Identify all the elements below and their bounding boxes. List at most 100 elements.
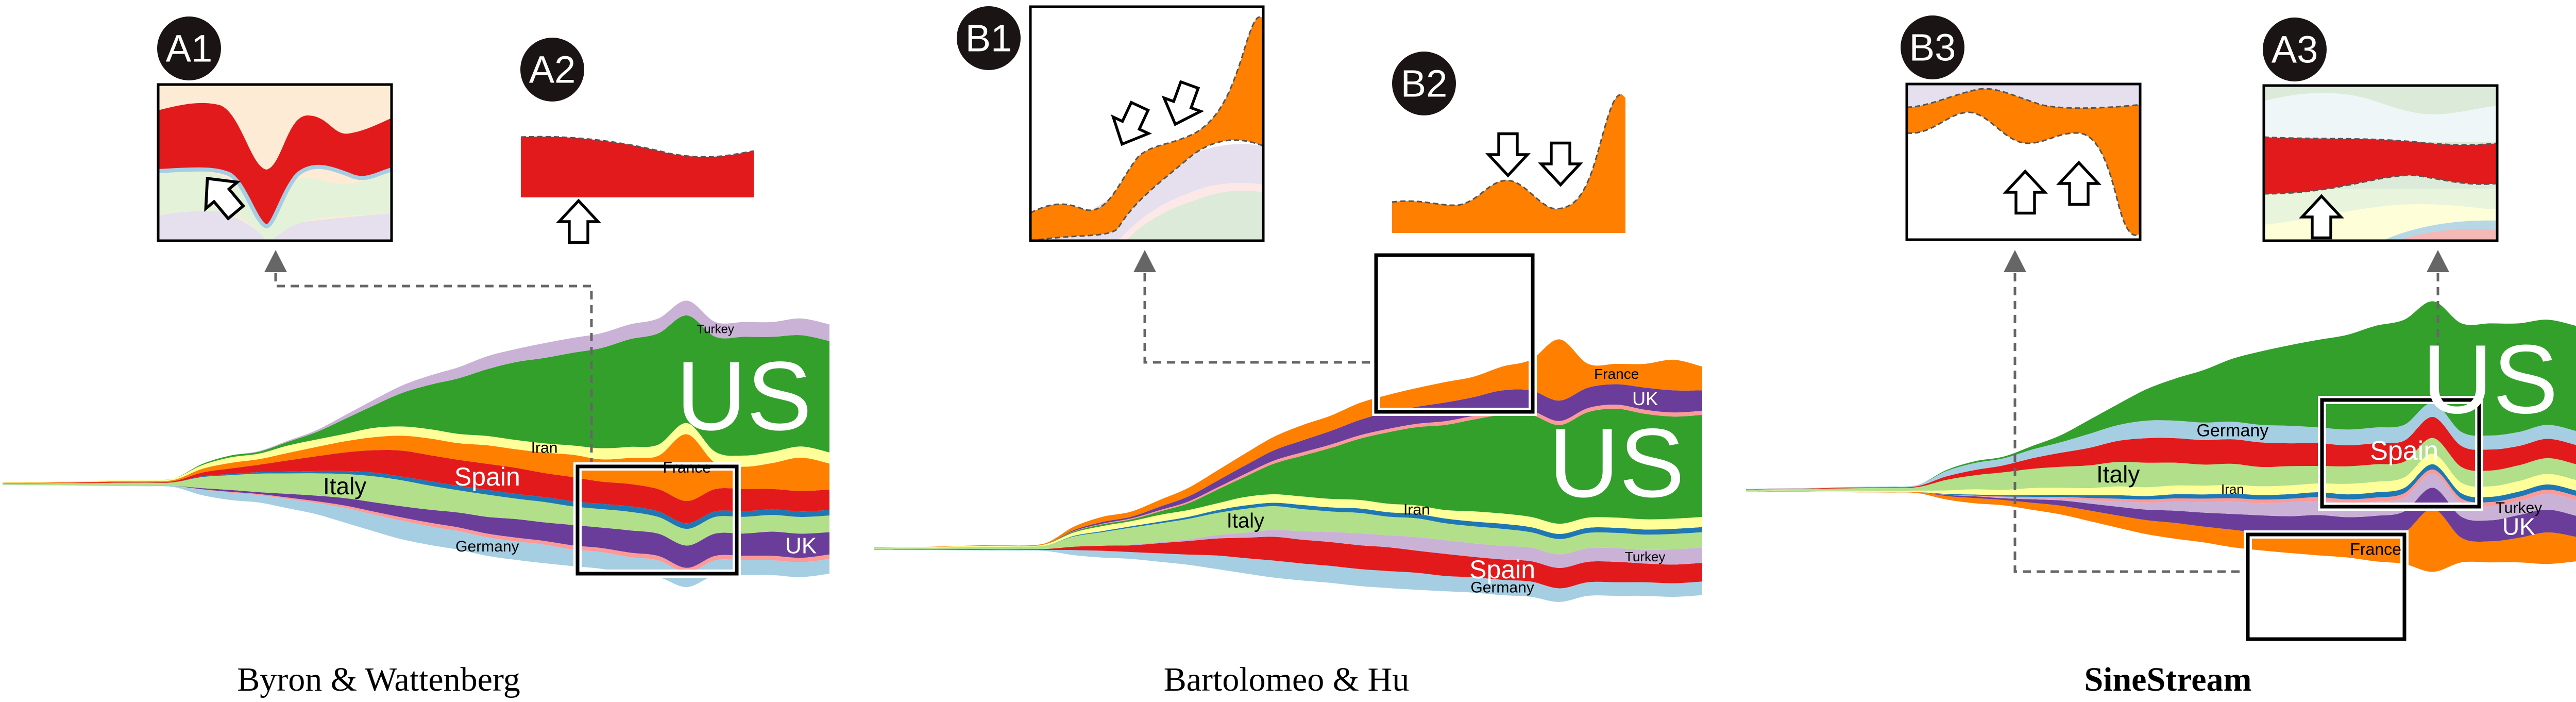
stream-label-us: US: [676, 342, 812, 451]
inset-a3: [2262, 84, 2499, 242]
stream-layer-iran: [874, 494, 1702, 548]
stream-label-france: France: [663, 459, 711, 476]
stream-label-iran: Iran: [531, 440, 558, 457]
arrow-up-left-icon: [204, 177, 246, 221]
stream-label-uk: UK: [1632, 388, 1658, 409]
connector-a3: [2427, 250, 2449, 400]
caption-sinestream: SineStream: [2084, 661, 2251, 698]
stream-label-us: US: [2422, 325, 2558, 434]
stream-layer-spain: [874, 537, 1702, 589]
connector-arrowhead-icon: [2004, 250, 2026, 272]
overlays: [573, 250, 2483, 643]
stream-label-germany: Germany: [1470, 579, 1534, 596]
arrow-down-left-icon: [1111, 101, 1153, 146]
badge-b2-label: B2: [1401, 62, 1448, 105]
highlight-box-c-france: [2244, 530, 2409, 643]
stream-layer-us: [1746, 301, 2576, 489]
stream-labels: Germany UK Italy Spain France Iran US Turkey Ger…: [323, 323, 2558, 596]
badge-a1-label: A1: [166, 27, 213, 70]
stream-label-germany: Germany: [2196, 421, 2268, 440]
inset-orange-layer: [1030, 17, 1263, 241]
arrow-up-icon: [555, 198, 602, 244]
stream-layer-italy: [1746, 438, 2576, 491]
arrow-up-icon: [2056, 160, 2102, 206]
stream-layer-spain: [1746, 416, 2576, 490]
highlight-box-c-spain: [2318, 396, 2483, 511]
stream-label-italy: Italy: [2096, 461, 2140, 488]
connector-arrowhead-icon: [1133, 250, 1156, 272]
stream-layer-italy: [874, 506, 1702, 555]
inset-red-layer: [158, 103, 392, 226]
streamgraph-2: [874, 339, 1702, 602]
connector-a1: [264, 250, 593, 466]
arrow-up-icon: [2002, 169, 2048, 215]
stream-label-france: France: [2350, 540, 2401, 558]
stream-layer-iran: [1746, 454, 2576, 497]
inset-lilac-layer: [158, 207, 392, 241]
inset-red-band: [2264, 137, 2497, 194]
stream-layer-uk: [1746, 488, 2576, 542]
stream-layer-us: [3, 315, 829, 482]
inset-red-band: [521, 137, 754, 197]
highlight-box-b: [1372, 251, 1537, 416]
stream-label-iran: Iran: [2221, 481, 2244, 497]
connector-b1: [1133, 250, 1375, 364]
badge-b1: B1: [957, 6, 1021, 70]
stream-layer-turkey: [874, 530, 1702, 568]
streamgraphs: [3, 300, 2576, 602]
stream-layer-germany: [874, 549, 1702, 602]
stream-label-turkey: Turkey: [2496, 499, 2543, 516]
stream-layer-germany: [3, 484, 829, 588]
stream-layer-iran: [3, 423, 829, 483]
inset-b3: [1905, 82, 2142, 241]
inset-orange-layer: [1907, 89, 2140, 236]
badge-a2-label: A2: [529, 48, 576, 91]
stream-layer-italy: [3, 473, 829, 546]
stream-label-us: US: [1549, 409, 1685, 518]
stream-layer-us: [874, 408, 1702, 548]
stream-layer-uk: [3, 484, 829, 568]
streamgraph-1: [3, 300, 829, 588]
caption-byron-wattenberg: Byron & Wattenberg: [237, 661, 520, 698]
stream-label-uk: UK: [785, 533, 817, 558]
inset-a1: [157, 83, 393, 242]
stream-label-spain: Spain: [1469, 555, 1535, 584]
inset-b2: [1392, 93, 1625, 233]
inset-a2: [520, 136, 754, 244]
arrow-down-icon: [1537, 141, 1584, 187]
connector-b3: [2004, 250, 2248, 573]
badge-b2: B2: [1392, 52, 1456, 115]
badge-a3: A3: [2263, 18, 2327, 81]
stream-label-turkey: Turkey: [1625, 549, 1666, 564]
badge-a3-label: A3: [2272, 28, 2318, 71]
stream-layer-s10: [1746, 469, 2576, 507]
stream-label-spain: Spain: [454, 462, 520, 491]
stream-layer-france: [874, 339, 1702, 548]
inset-orange-area: [1392, 94, 1625, 233]
arrow-up-icon: [2298, 194, 2345, 240]
badge-b1-label: B1: [965, 17, 1012, 60]
connector-arrowhead-icon: [2427, 250, 2449, 272]
badge-b3-label: B3: [1909, 26, 1956, 69]
highlight-box-a: [573, 462, 741, 578]
stream-label-uk: UK: [2502, 513, 2535, 540]
badge-a2: A2: [520, 38, 584, 102]
stream-label-iran: Iran: [1403, 501, 1430, 518]
arrow-down-left-icon: [1161, 80, 1205, 126]
badge-a1: A1: [157, 16, 221, 80]
connector-arrowhead-icon: [264, 250, 287, 272]
stream-label-italy: Italy: [323, 473, 366, 499]
inset-b1: [1029, 5, 1265, 242]
stream-layer-france: [1746, 491, 2576, 572]
stream-layer-spain: [3, 450, 829, 524]
stream-label-france: France: [1594, 366, 1639, 382]
stream-label-italy: Italy: [1227, 509, 1264, 532]
arrow-down-icon: [1485, 132, 1531, 178]
stream-label-germany: Germany: [455, 538, 519, 555]
stream-layer-s9: [1746, 464, 2576, 503]
stream-label-turkey: Turkey: [697, 323, 734, 337]
stream-label-spain: Spain: [2370, 436, 2438, 466]
badge-b3: B3: [1901, 15, 1964, 79]
caption-bartolomeo-hu: Bartolomeo & Hu: [1164, 661, 1410, 698]
